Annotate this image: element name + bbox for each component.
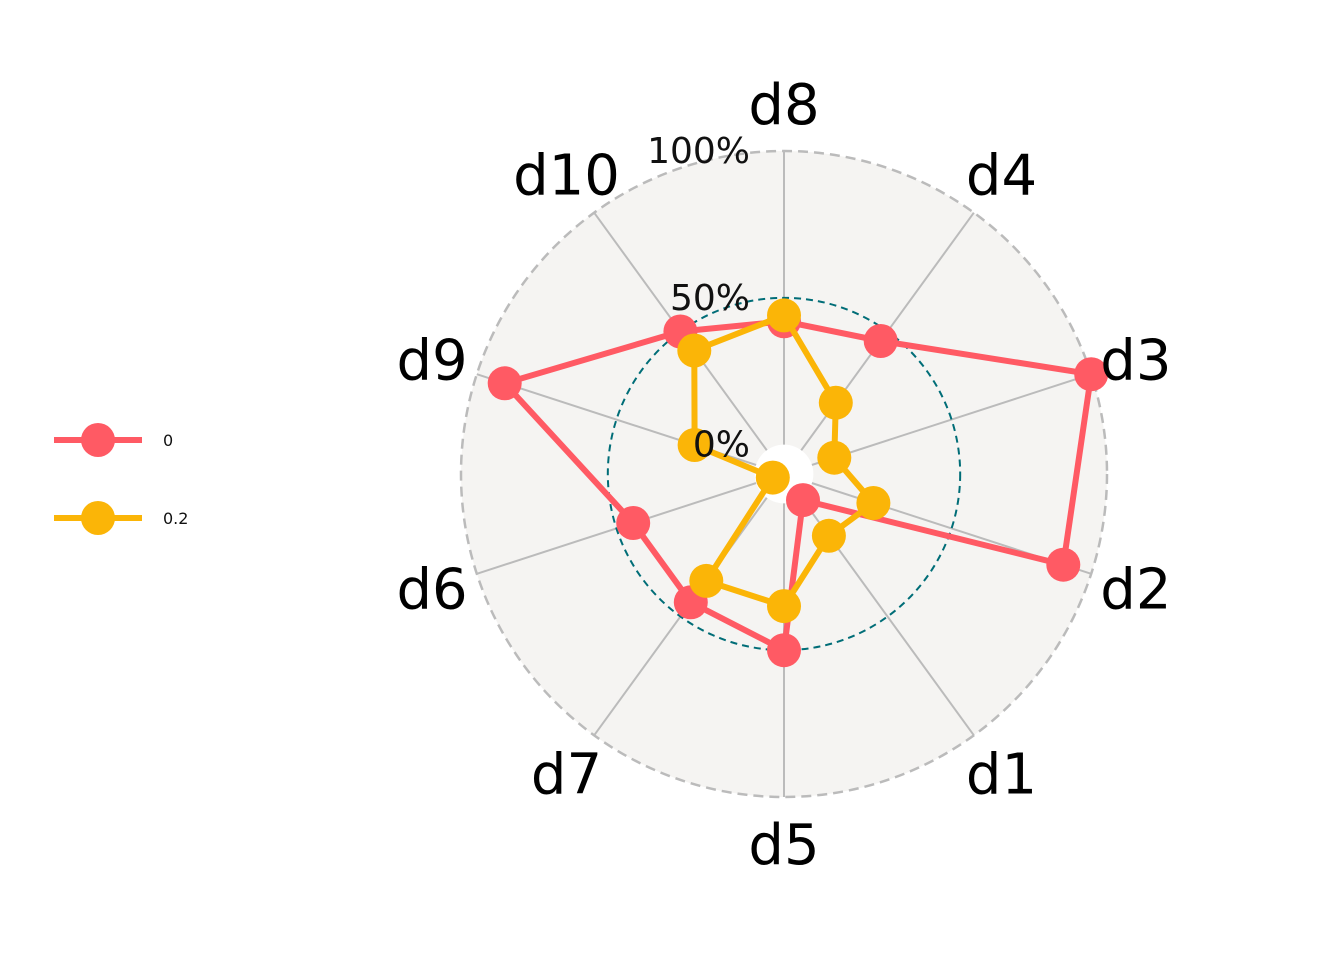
axis-label-d4: d4 [966, 144, 1037, 209]
point-0-d3 [1074, 357, 1109, 392]
axis-label-d1: d1 [966, 742, 1037, 807]
point-1-d8 [767, 298, 801, 333]
point-1-d10 [677, 333, 712, 368]
point-1-d3 [817, 440, 852, 475]
point-1-d1 [811, 518, 846, 553]
axis-label-d9: d9 [397, 329, 468, 394]
legend: 00.2 [54, 423, 188, 535]
axis-label-d3: d3 [1100, 329, 1171, 394]
legend-marker-0 [81, 423, 115, 457]
gridline-label-1: 50% [670, 278, 750, 319]
legend-label-0: 0 [163, 431, 173, 450]
point-0-d9 [487, 366, 522, 401]
point-1-d9 [677, 428, 712, 462]
point-1-d5 [767, 589, 801, 624]
axis-label-d5: d5 [748, 813, 819, 878]
point-0-d6 [616, 506, 651, 540]
point-0-d1 [786, 483, 820, 518]
plot-area: 0% 50% 100%d8 d4 d3 d2 d1 d5 d7 d6 d9 d10 [397, 73, 1172, 878]
axis-label-d6: d6 [397, 557, 468, 622]
point-0-d5 [767, 633, 801, 668]
legend-label-1: 0.2 [163, 509, 188, 528]
point-1-d4 [818, 385, 853, 420]
gridline-label-2: 100% [647, 131, 750, 172]
point-1-d6 [755, 460, 790, 495]
spoke-d9 [476, 373, 785, 475]
point-0-d4 [863, 324, 898, 358]
axis-label-d7: d7 [531, 742, 602, 807]
point-1-d2 [856, 486, 891, 520]
point-1-d7 [689, 563, 724, 598]
axis-label-d10: d10 [513, 144, 620, 209]
legend-marker-1 [81, 501, 115, 535]
axis-label-d2: d2 [1100, 557, 1171, 622]
gridline-label-0: 0% [693, 425, 750, 466]
axis-label-d8: d8 [748, 73, 819, 138]
spoke-d1 [783, 473, 975, 736]
point-0-d2 [1046, 547, 1081, 582]
outer-ring [459, 149, 1109, 799]
